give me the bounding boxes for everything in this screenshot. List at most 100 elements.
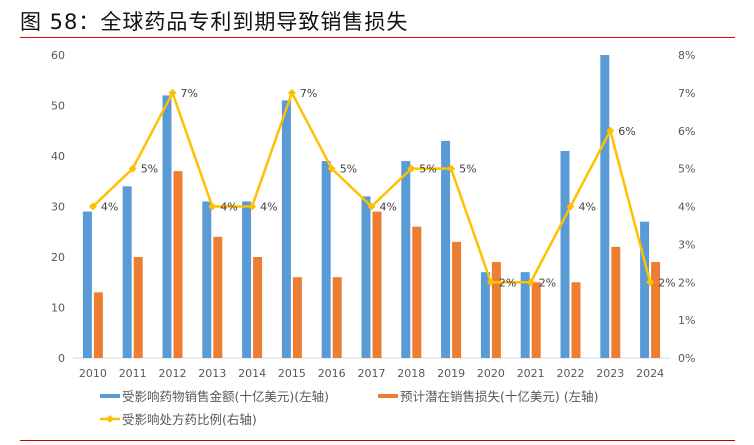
bottom-divider — [20, 440, 735, 441]
line-point — [327, 164, 336, 173]
bar-affected-sales — [640, 221, 650, 358]
right-axis-tick-label: 1% — [678, 314, 695, 327]
right-axis-tick-label: 7% — [678, 87, 695, 100]
x-axis-tick-label: 2017 — [358, 367, 386, 380]
right-axis-tick-label: 4% — [678, 201, 695, 214]
legend-marker — [106, 415, 114, 423]
data-label: 5% — [459, 163, 476, 176]
x-axis-tick-label: 2014 — [238, 367, 266, 380]
x-axis-tick-label: 2011 — [119, 367, 147, 380]
bar-affected-sales — [520, 272, 530, 358]
legend-swatch-potential-loss — [378, 394, 398, 398]
bar-affected-sales — [82, 211, 92, 358]
bar-potential-loss — [173, 171, 183, 358]
line-point — [486, 278, 495, 287]
data-label: 4% — [380, 201, 397, 214]
bar-affected-sales — [242, 201, 252, 358]
bar-affected-sales — [560, 150, 570, 358]
line-point — [287, 88, 296, 97]
line-point — [447, 164, 456, 173]
x-axis-tick-label: 2022 — [557, 367, 585, 380]
data-label: 5% — [141, 163, 158, 176]
bar-affected-sales — [480, 272, 490, 358]
x-axis-tick-label: 2020 — [477, 367, 505, 380]
line-point — [128, 164, 137, 173]
bar-potential-loss — [332, 277, 342, 358]
x-axis-tick-label: 2021 — [517, 367, 545, 380]
left-axis-tick-label: 10 — [51, 302, 65, 315]
line-point — [407, 164, 416, 173]
legend-label: 受影响处方药比例(右轴) — [122, 412, 257, 427]
right-axis-tick-label: 5% — [678, 163, 695, 176]
data-label: 2% — [499, 276, 516, 289]
data-label: 2% — [539, 276, 556, 289]
bar-affected-sales — [600, 55, 610, 358]
bar-potential-loss — [93, 292, 103, 358]
data-label: 5% — [419, 163, 436, 176]
data-label: 4% — [579, 201, 596, 214]
data-label: 7% — [181, 87, 198, 100]
bar-affected-sales — [281, 100, 291, 358]
line-point — [88, 202, 97, 211]
line-point — [606, 126, 615, 135]
legend-label: 预计潜在销售损失(十亿美元) (左轴) — [400, 389, 598, 404]
line-point — [208, 202, 217, 211]
right-axis-tick-label: 2% — [678, 276, 695, 289]
bar-affected-sales — [401, 161, 411, 358]
data-label: 5% — [340, 163, 357, 176]
data-label: 4% — [260, 201, 277, 214]
bar-affected-sales — [361, 196, 371, 358]
bar-affected-sales — [441, 140, 451, 358]
x-axis-tick-label: 2013 — [198, 367, 226, 380]
bar-potential-loss — [213, 236, 223, 358]
bar-affected-sales — [321, 161, 331, 358]
line-point — [367, 202, 376, 211]
data-label: 2% — [658, 276, 675, 289]
title-divider — [20, 37, 735, 38]
right-axis-tick-label: 6% — [678, 125, 695, 138]
line-point — [566, 202, 575, 211]
bar-potential-loss — [452, 241, 462, 358]
figure-title: 图 58：全球药品专利到期导致销售损失 — [20, 10, 409, 34]
x-axis-tick-label: 2024 — [636, 367, 664, 380]
x-axis-tick-label: 2015 — [278, 367, 306, 380]
bar-affected-sales — [162, 95, 172, 359]
line-point — [248, 202, 257, 211]
line-point — [526, 278, 535, 287]
bar-potential-loss — [372, 211, 382, 358]
left-axis-tick-label: 50 — [51, 100, 65, 113]
bar-potential-loss — [491, 262, 501, 358]
bar-potential-loss — [412, 226, 422, 358]
x-axis-tick-label: 2010 — [79, 367, 107, 380]
data-label: 4% — [220, 201, 237, 214]
left-axis-tick-label: 60 — [51, 49, 65, 62]
data-label: 7% — [300, 87, 317, 100]
bar-potential-loss — [611, 246, 621, 358]
left-axis-tick-label: 40 — [51, 150, 65, 163]
left-axis-tick-label: 20 — [51, 251, 65, 264]
bar-affected-sales — [122, 186, 132, 358]
x-axis-tick-label: 2019 — [437, 367, 465, 380]
bar-potential-loss — [253, 257, 263, 358]
bar-affected-sales — [202, 201, 212, 358]
bar-potential-loss — [531, 282, 541, 358]
x-axis-tick-label: 2012 — [159, 367, 187, 380]
left-axis-tick-label: 30 — [51, 201, 65, 214]
right-axis-tick-label: 8% — [678, 49, 695, 62]
bar-potential-loss — [651, 262, 661, 358]
x-axis-tick-label: 2018 — [397, 367, 425, 380]
legend-swatch-affected-sales — [100, 394, 120, 398]
left-axis-tick-label: 0 — [58, 352, 65, 365]
right-axis-tick-label: 3% — [678, 238, 695, 251]
x-axis-tick-label: 2016 — [318, 367, 346, 380]
right-axis-tick-label: 0% — [678, 352, 695, 365]
data-label: 6% — [618, 125, 635, 138]
legend-label: 受影响药物销售金额(十亿美元)(左轴) — [122, 389, 329, 404]
data-label: 4% — [101, 201, 118, 214]
line-point — [168, 88, 177, 97]
x-axis-tick-label: 2023 — [596, 367, 624, 380]
bar-potential-loss — [571, 282, 581, 358]
bar-potential-loss — [133, 257, 143, 358]
line-point — [646, 278, 655, 287]
